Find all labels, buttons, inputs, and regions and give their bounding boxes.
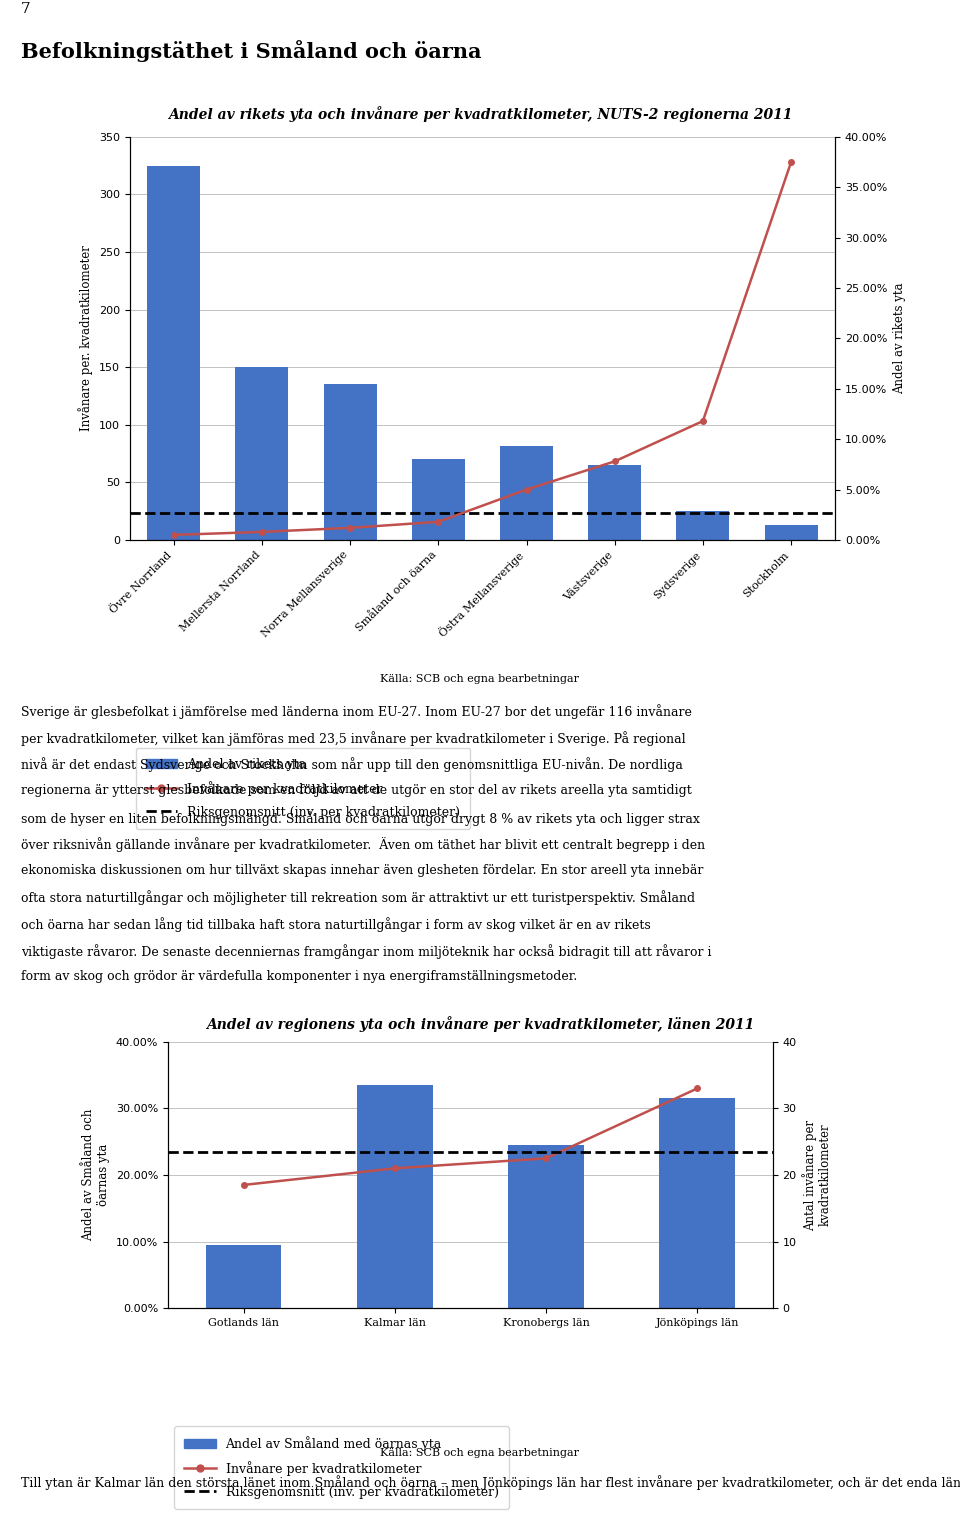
Legend: Andel av rikets yta, Invånare per kvadratkilometer, Riksgenomsnitt (inv. per kva: Andel av rikets yta, Invånare per kvadra… [136,748,470,829]
Text: Till ytan är Kalmar län den största länet inom Småland och öarna – men Jönköping: Till ytan är Kalmar län den största läne… [21,1475,960,1491]
Text: 7: 7 [21,2,31,17]
Bar [765,525,818,540]
Text: per kvadratkilometer, vilket kan jämföras med 23,5 invånare per kvadratkilometer: per kvadratkilometer, vilket kan jämföra… [21,730,685,745]
Text: Sverige är glesbefolkat i jämförelse med länderna inom EU-27. Inom EU-27 bor det: Sverige är glesbefolkat i jämförelse med… [21,704,692,719]
Text: som de hyser en liten befolkningsmängd. Småland och öarna utgör drygt 8 % av rik: som de hyser en liten befolkningsmängd. … [21,811,700,826]
Text: ofta stora naturtillgångar och möjligheter till rekreation som är attraktivt ur : ofta stora naturtillgångar och möjlighet… [21,890,695,905]
Text: regionerna är ytterst glesbefolkade som en följd av att de utgör en stor del av : regionerna är ytterst glesbefolkade som … [21,783,692,797]
Text: Källa: SCB och egna bearbetningar: Källa: SCB och egna bearbetningar [380,1448,580,1459]
Text: ekonomiska diskussionen om hur tillväxt skapas innehar även glesheten fördelar. : ekonomiska diskussionen om hur tillväxt … [21,864,704,878]
Bar [588,465,641,540]
Bar [147,166,201,540]
Text: Källa: SCB och egna bearbetningar: Källa: SCB och egna bearbetningar [380,674,580,684]
Bar [235,367,288,540]
Bar [412,459,465,540]
Text: och öarna har sedan lång tid tillbaka haft stora naturtillgångar i form av skog : och öarna har sedan lång tid tillbaka ha… [21,917,651,932]
Y-axis label: Invånare per. kvadratkilometer: Invånare per. kvadratkilometer [79,245,93,432]
Text: Andel av rikets yta och invånare per kvadratkilometer, NUTS-2 regionerna 2011: Andel av rikets yta och invånare per kva… [168,106,792,122]
Bar [357,1084,433,1308]
Bar [677,511,730,540]
Bar [324,385,376,540]
Text: form av skog och grödor är värdefulla komponenter i nya energiframställningsmeto: form av skog och grödor är värdefulla ko… [21,970,577,984]
Bar [500,446,553,540]
Text: Andel av regionens yta och invånare per kvadratkilometer, länen 2011: Andel av regionens yta och invånare per … [205,1016,755,1031]
Bar [508,1145,584,1308]
Text: viktigaste råvaror. De senaste decenniernas framgångar inom miljöteknik har ocks: viktigaste råvaror. De senaste decennier… [21,943,711,958]
Y-axis label: Andel av rikets yta: Andel av rikets yta [893,283,906,394]
Legend: Andel av Småland med öarnas yta, Invånare per kvadratkilometer, Riksgenomsnitt (: Andel av Småland med öarnas yta, Invånar… [175,1427,509,1509]
Y-axis label: Antal invånare per
kvadratkilometer: Antal invånare per kvadratkilometer [803,1119,832,1230]
Bar [205,1244,281,1308]
Y-axis label: Andel av Småland och
öarnas yta: Andel av Småland och öarnas yta [83,1109,110,1241]
Bar [660,1098,735,1308]
Text: över riksnivån gällande invånare per kvadratkilometer.  Även om täthet har blivi: över riksnivån gällande invånare per kva… [21,837,706,852]
Text: Befolkningstäthet i Småland och öarna: Befolkningstäthet i Småland och öarna [21,40,482,61]
Text: nivå är det endast Sydsverige och Stockholm som når upp till den genomsnittliga : nivå är det endast Sydsverige och Stockh… [21,757,683,773]
